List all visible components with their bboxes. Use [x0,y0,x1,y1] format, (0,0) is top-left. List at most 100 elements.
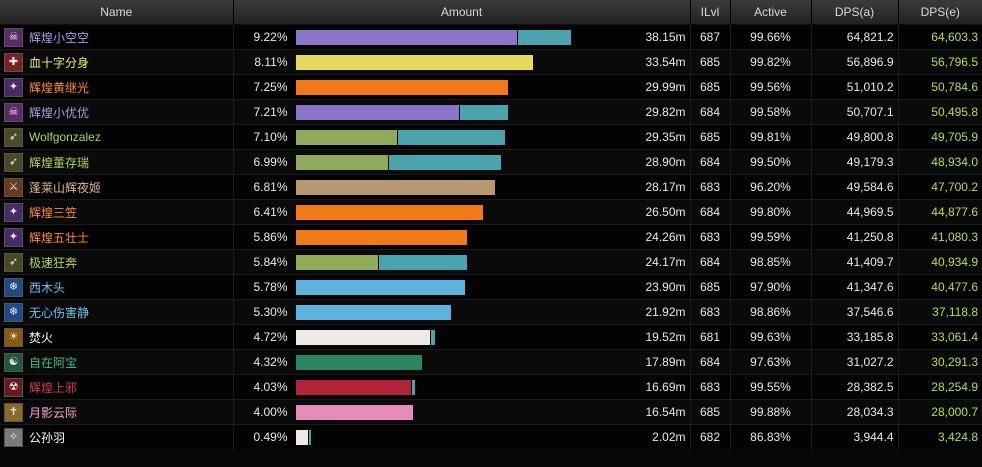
damage-bar-pet [411,379,415,395]
active-cell: 99.50% [729,149,811,175]
column-header-dps-e[interactable]: DPS(e) [897,0,982,25]
damage-total: 19.52m [645,330,686,344]
damage-percent: 6.41% [253,205,288,219]
player-name-link[interactable]: 辉煌五壮士 [29,230,90,245]
table-row[interactable]: ✦ 辉煌黄继光 7.25% 29.99m 685 99.56% 51,010.2 50,784… [0,74,982,100]
column-header-active[interactable]: Active [729,0,811,25]
damage-bar-pet [308,429,311,445]
column-header-name[interactable]: Name [0,0,233,25]
player-name-link[interactable]: 焚火 [29,330,54,345]
damage-total: 24.26m [645,230,686,244]
amount-cell: 4.03% 16.69m [232,374,690,400]
dps-e-cell: 28,254.9 [897,374,982,400]
column-header-amount[interactable]: Amount [232,0,690,25]
damage-bar [295,79,626,95]
table-row[interactable]: ➶ Wolfgonzalez 7.10% 29.35m 685 99.81% 49,800.… [0,124,982,150]
damage-percent: 5.78% [253,280,288,294]
table-row[interactable]: ➶ 极速狂奔 5.84% 24.17m 684 98.85% 41,409.7 40,934.… [0,249,982,275]
dps-e-cell: 50,495.8 [897,99,982,125]
table-row[interactable]: ☢ 辉煌上邪 4.03% 16.69m 683 99.55% 28,382.5 28,254.… [0,374,982,400]
ilvl-cell: 683 [689,174,730,200]
player-name-link[interactable]: 公孙羽 [29,430,66,445]
table-row[interactable]: ✝ 月影云际 4.00% 16.54m 685 99.88% 28,034.3 28,000.… [0,399,982,425]
damage-total: 2.02m [652,430,686,444]
damage-bar [295,329,626,345]
table-row[interactable]: ✧ 公孙羽 0.49% 2.02m 682 86.83% 3,944.4 3,424.8 [0,424,982,450]
hunter-class-icon: ➶ [4,252,23,272]
player-name-link[interactable]: 西木头 [29,280,66,295]
table-row[interactable]: ✦ 辉煌五壮士 5.86% 24.26m 683 99.59% 41,250.8 41,080… [0,224,982,250]
hunter-class-icon: ➶ [4,127,23,147]
table-row[interactable]: ☠ 辉煌小优优 7.21% 29.82m 684 99.58% 50,707.1 50,495… [0,99,982,125]
dps-a-cell: 33,185.8 [810,324,898,350]
dps-a-cell: 64,821.2 [810,24,898,50]
amount-cell: 6.99% 28.90m [232,149,690,175]
amount-cell: 5.30% 21.92m [232,299,690,325]
player-name-link[interactable]: 辉煌小优优 [29,105,90,120]
player-name-cell: ✦ 辉煌三笠 [0,199,233,225]
player-name-link[interactable]: Wolfgonzalez [29,130,101,144]
ilvl-cell: 682 [689,424,730,450]
dps-a-cell: 31,027.2 [810,349,898,375]
damage-total: 16.54m [645,405,686,419]
active-cell: 97.90% [729,274,811,300]
damage-bar [295,29,626,45]
player-name-link[interactable]: 蓬莱山辉夜姬 [29,180,102,195]
table-row[interactable]: ❄ 无心伤害静 5.30% 21.92m 683 98.86% 37,546.6 37,118… [0,299,982,325]
table-row[interactable]: ☀ 焚火 4.72% 19.52m 681 99.63% 33,185.8 33,061.4 [0,324,982,350]
player-name-cell: ☠ 辉煌小空空 [0,24,233,50]
table-row[interactable]: ❄ 西木头 5.78% 23.90m 685 97.90% 41,347.6 40,477.6 [0,274,982,300]
player-name-link[interactable]: 辉煌黄继光 [29,80,90,95]
damage-percent: 8.11% [254,55,288,69]
player-name-cell: ➶ Wolfgonzalez [0,124,233,150]
mage-class-icon: ❄ [4,302,23,322]
table-row[interactable]: ✚ 血十字分身 8.11% 33.54m 685 99.82% 56,896.9 56,796… [0,49,982,75]
damage-bar [295,104,626,120]
table-row[interactable]: ⚔ 蓬莱山辉夜姬 6.81% 28.17m 683 96.20% 49,584.6 47,70… [0,174,982,200]
damage-bar-main [295,129,397,145]
damage-bar [295,254,626,270]
player-name-link[interactable]: 无心伤害静 [29,305,90,320]
table-body: ☠ 辉煌小空空 9.22% 38.15m 687 99.66% 64,821.2 64,603… [0,24,982,450]
hunter-class-icon: ➶ [4,152,23,172]
damage-total: 21.92m [645,305,686,319]
damage-total: 28.17m [645,180,686,194]
amount-cell: 5.86% 24.26m [232,224,690,250]
table-row[interactable]: ➶ 辉煌董存瑞 6.99% 28.90m 684 99.50% 49,179.3 48,934… [0,149,982,175]
damage-bar-pet [397,129,505,145]
column-header-ilvl[interactable]: ILvl [689,0,730,25]
ilvl-cell: 685 [689,274,730,300]
table-row[interactable]: ☠ 辉煌小空空 9.22% 38.15m 687 99.66% 64,821.2 64,603… [0,24,982,50]
player-name-cell: ✚ 血十字分身 [0,49,233,75]
damage-bar-main [295,304,451,320]
table-row[interactable]: ☯ 自在阿宝 4.32% 17.89m 684 97.63% 31,027.2 30,291.… [0,349,982,375]
damage-percent: 4.00% [253,405,288,419]
player-name-link[interactable]: 月影云际 [29,405,78,420]
dps-e-cell: 41,080.3 [897,224,982,250]
table-row[interactable]: ✦ 辉煌三笠 6.41% 26.50m 684 99.80% 44,969.5 44,877.… [0,199,982,225]
player-name-link[interactable]: 辉煌三笠 [29,205,78,220]
damage-total: 28.90m [645,155,686,169]
amount-cell: 7.10% 29.35m [232,124,690,150]
damage-percent: 4.03% [253,380,288,394]
dps-a-cell: 49,584.6 [810,174,898,200]
player-name-link[interactable]: 自在阿宝 [29,355,78,370]
damage-bar-main [295,354,422,370]
player-name-link[interactable]: 血十字分身 [29,55,90,70]
player-name-link[interactable]: 辉煌上邪 [29,380,78,395]
amount-cell: 9.22% 38.15m [232,24,690,50]
player-name-link[interactable]: 极速狂奔 [29,255,78,270]
damage-total: 29.82m [645,105,686,119]
dps-a-cell: 41,409.7 [810,249,898,275]
ilvl-cell: 684 [689,249,730,275]
column-header-dps-a[interactable]: DPS(a) [810,0,898,25]
player-name-link[interactable]: 辉煌董存瑞 [29,155,90,170]
ilvl-cell: 681 [689,324,730,350]
active-cell: 99.66% [729,24,811,50]
ilvl-cell: 684 [689,99,730,125]
ilvl-cell: 685 [689,74,730,100]
player-name-cell: ✝ 月影云际 [0,399,233,425]
warrior-class-icon: ⚔ [4,177,23,197]
damage-total: 29.35m [645,130,686,144]
player-name-link[interactable]: 辉煌小空空 [29,30,90,45]
